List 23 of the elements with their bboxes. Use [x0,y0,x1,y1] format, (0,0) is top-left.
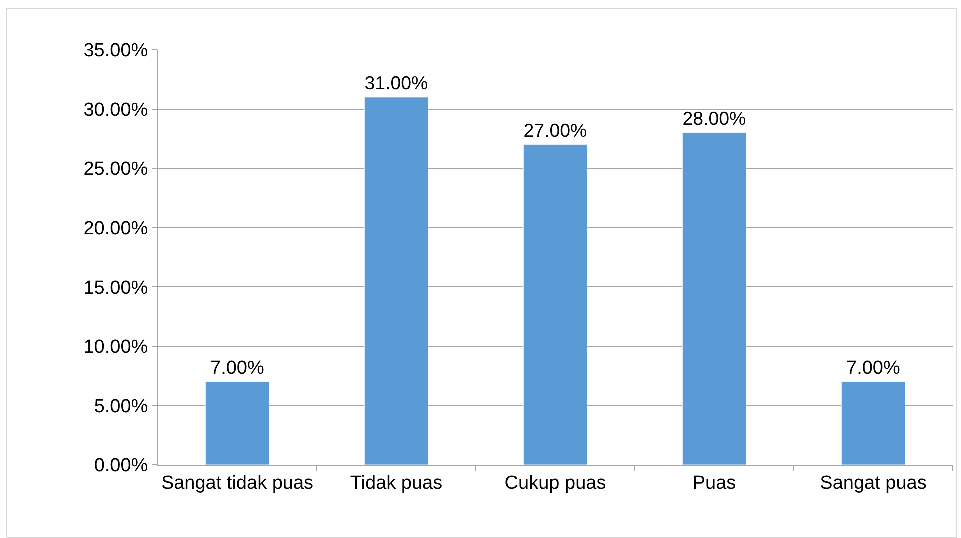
data-label: 7.00% [210,358,264,379]
x-tick-label: Sangat tidak puas [161,472,314,494]
y-tick-label: 35.00% [84,40,148,62]
y-tick-label: 10.00% [84,337,148,358]
bar [682,132,747,465]
y-tick-label: 15.00% [84,278,148,299]
x-tick-label: Puas [692,472,736,494]
x-tick-label: Tidak puas [350,472,443,494]
y-tick-label: 25.00% [84,159,148,180]
data-label: 7.00% [846,358,900,379]
y-tick-label: 20.00% [84,218,148,240]
y-tick-label: 30.00% [84,100,148,121]
bar [841,382,906,465]
y-tick-label: 5.00% [94,396,148,418]
data-label: 28.00% [682,108,746,130]
data-label: 27.00% [524,120,588,141]
bar [364,97,429,465]
x-tick-label: Sangat puas [820,472,927,494]
bar [523,144,588,465]
x-tick-label: Cukup puas [504,472,606,494]
data-label: 31.00% [364,72,428,94]
bar [205,382,270,465]
y-tick-label: 0.00% [94,456,148,477]
